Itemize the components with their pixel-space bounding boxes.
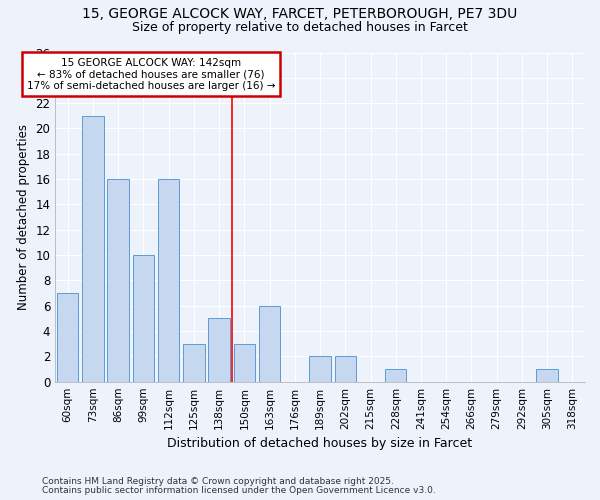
Bar xyxy=(233,344,255,382)
X-axis label: Distribution of detached houses by size in Farcet: Distribution of detached houses by size … xyxy=(167,437,473,450)
Bar xyxy=(158,179,179,382)
Bar xyxy=(183,344,205,382)
Bar xyxy=(107,179,129,382)
Bar xyxy=(259,306,280,382)
Text: 15 GEORGE ALCOCK WAY: 142sqm
← 83% of detached houses are smaller (76)
17% of se: 15 GEORGE ALCOCK WAY: 142sqm ← 83% of de… xyxy=(27,58,275,91)
Bar xyxy=(536,369,558,382)
Text: 15, GEORGE ALCOCK WAY, FARCET, PETERBOROUGH, PE7 3DU: 15, GEORGE ALCOCK WAY, FARCET, PETERBORO… xyxy=(82,8,518,22)
Bar xyxy=(82,116,104,382)
Bar xyxy=(208,318,230,382)
Text: Contains HM Land Registry data © Crown copyright and database right 2025.: Contains HM Land Registry data © Crown c… xyxy=(42,477,394,486)
Bar xyxy=(335,356,356,382)
Bar xyxy=(310,356,331,382)
Text: Contains public sector information licensed under the Open Government Licence v3: Contains public sector information licen… xyxy=(42,486,436,495)
Text: Size of property relative to detached houses in Farcet: Size of property relative to detached ho… xyxy=(132,21,468,34)
Bar xyxy=(57,293,79,382)
Y-axis label: Number of detached properties: Number of detached properties xyxy=(17,124,29,310)
Bar xyxy=(133,255,154,382)
Bar xyxy=(385,369,406,382)
